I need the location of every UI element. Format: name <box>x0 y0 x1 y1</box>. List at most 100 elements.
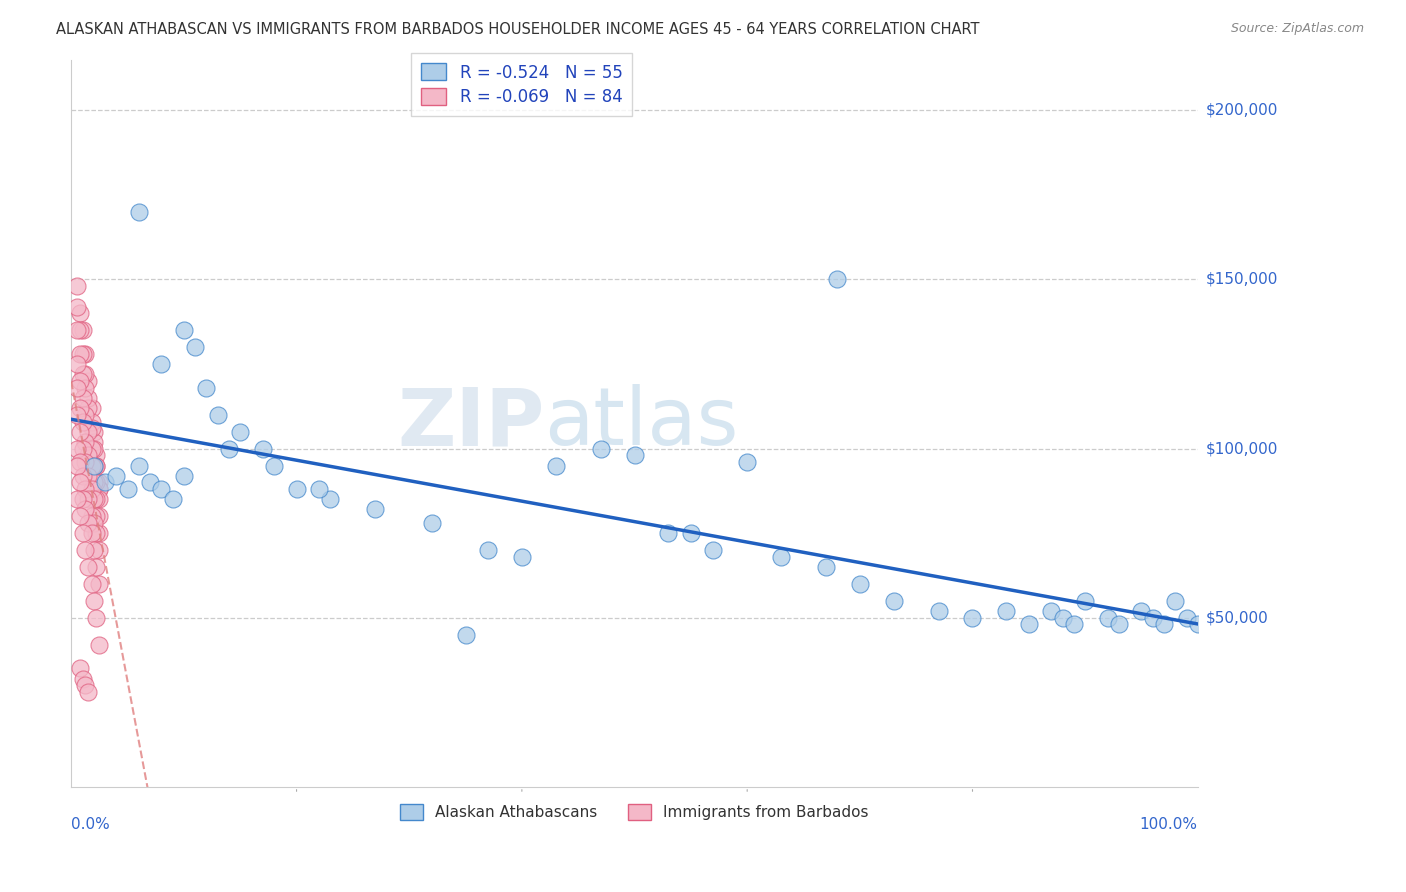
Point <box>89 492 111 507</box>
Point <box>80 442 103 456</box>
Point <box>69 475 91 490</box>
Point <box>117 482 139 496</box>
Point <box>623 448 645 462</box>
Point <box>69 509 91 524</box>
Point <box>364 502 387 516</box>
Point <box>815 560 838 574</box>
Point <box>72 323 94 337</box>
Point <box>77 685 100 699</box>
Point <box>150 482 173 496</box>
Point <box>544 458 567 473</box>
Point <box>84 560 107 574</box>
Point <box>319 492 342 507</box>
Point <box>308 482 330 496</box>
Point <box>84 509 107 524</box>
Point <box>66 458 89 473</box>
Point <box>69 401 91 415</box>
Point <box>89 543 111 558</box>
Point <box>69 323 91 337</box>
Text: 0.0%: 0.0% <box>72 817 110 832</box>
Point <box>73 502 96 516</box>
Point <box>218 442 240 456</box>
Point <box>184 340 207 354</box>
Point <box>84 448 107 462</box>
Point <box>83 458 105 473</box>
Point <box>77 391 100 405</box>
Point <box>69 425 91 439</box>
Point <box>657 526 679 541</box>
Point <box>928 604 950 618</box>
Point <box>80 526 103 541</box>
Point <box>72 468 94 483</box>
Point <box>69 455 91 469</box>
Point <box>139 475 162 490</box>
Point <box>83 492 105 507</box>
Point <box>72 442 94 456</box>
Point <box>72 526 94 541</box>
Point <box>73 367 96 381</box>
Point <box>735 455 758 469</box>
Point <box>1187 617 1209 632</box>
Point <box>195 381 218 395</box>
Point <box>77 425 100 439</box>
Point <box>94 475 117 490</box>
Point <box>73 381 96 395</box>
Point <box>83 442 105 456</box>
Point <box>69 661 91 675</box>
Point <box>80 482 103 496</box>
Point <box>84 492 107 507</box>
Point <box>84 458 107 473</box>
Point <box>80 415 103 429</box>
Point <box>72 347 94 361</box>
Point <box>66 408 89 422</box>
Point <box>1063 617 1085 632</box>
Text: Source: ZipAtlas.com: Source: ZipAtlas.com <box>1230 22 1364 36</box>
Point <box>73 482 96 496</box>
Point <box>1108 617 1130 632</box>
Point <box>72 415 94 429</box>
Point <box>77 401 100 415</box>
Point <box>510 549 533 564</box>
Point <box>73 347 96 361</box>
Point <box>89 577 111 591</box>
Point <box>207 408 229 422</box>
Text: atlas: atlas <box>544 384 738 462</box>
Point <box>69 306 91 320</box>
Point <box>72 391 94 405</box>
Point <box>769 549 792 564</box>
Point <box>72 492 94 507</box>
Point <box>128 204 150 219</box>
Point <box>83 458 105 473</box>
Point <box>77 560 100 574</box>
Point <box>420 516 443 530</box>
Point <box>72 367 94 381</box>
Point <box>1074 594 1097 608</box>
Point <box>128 458 150 473</box>
Point <box>72 672 94 686</box>
Point <box>477 543 499 558</box>
Point <box>162 492 184 507</box>
Point <box>66 357 89 371</box>
Point <box>66 492 89 507</box>
Point <box>73 543 96 558</box>
Point <box>84 475 107 490</box>
Point <box>77 492 100 507</box>
Point <box>150 357 173 371</box>
Point <box>1097 611 1119 625</box>
Point <box>252 442 274 456</box>
Point <box>962 611 984 625</box>
Text: ZIP: ZIP <box>396 384 544 462</box>
Point <box>679 526 702 541</box>
Point <box>83 434 105 449</box>
Point <box>1040 604 1063 618</box>
Point <box>84 526 107 541</box>
Point <box>285 482 308 496</box>
Point <box>73 408 96 422</box>
Point <box>702 543 724 558</box>
Text: $150,000: $150,000 <box>1206 272 1278 287</box>
Point <box>69 374 91 388</box>
Point <box>83 594 105 608</box>
Point <box>89 482 111 496</box>
Point <box>80 401 103 415</box>
Point <box>454 627 477 641</box>
